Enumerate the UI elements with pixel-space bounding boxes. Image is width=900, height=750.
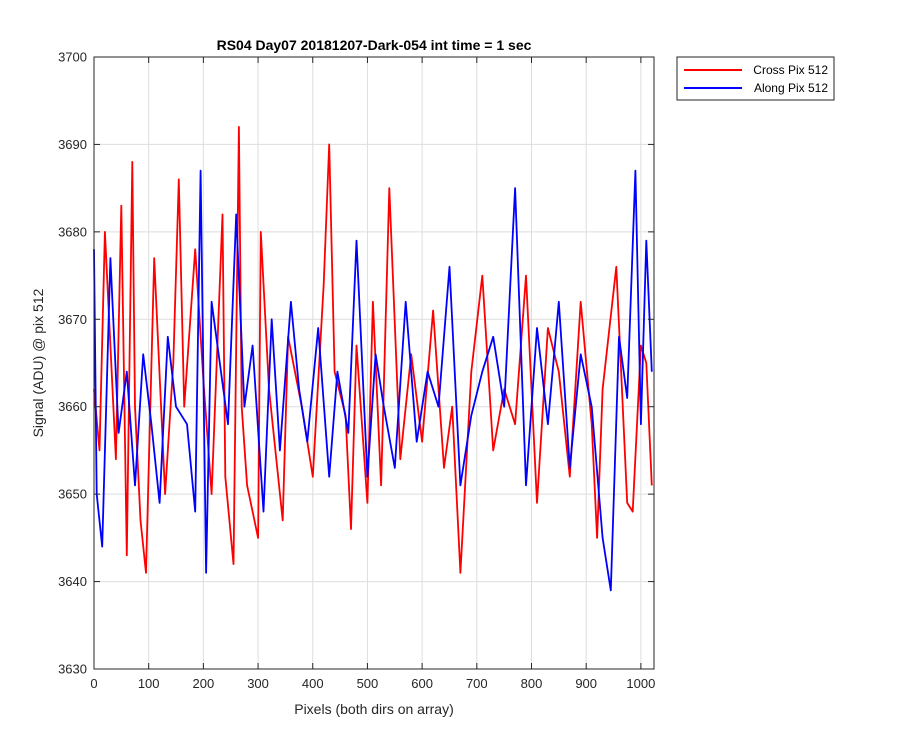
y-tick-label: 3640 [58, 574, 87, 589]
chart-title: RS04 Day07 20181207-Dark-054 int time = … [217, 37, 532, 53]
plot-area [94, 57, 654, 669]
x-tick-label: 0 [90, 676, 97, 691]
legend-box [676, 56, 835, 101]
y-tick-label: 3660 [58, 399, 87, 414]
y-axis-label: Signal (ADU) @ pix 512 [30, 288, 46, 437]
x-tick-label: 1000 [626, 676, 655, 691]
x-tick-label: 300 [247, 676, 269, 691]
x-tick-label: 900 [575, 676, 597, 691]
y-tick-label: 3630 [58, 662, 87, 677]
y-tick-label: 3650 [58, 487, 87, 502]
y-tick-label: 3690 [58, 137, 87, 152]
x-tick-label: 400 [302, 676, 324, 691]
series-line-cross-pix-512 [93, 126, 653, 574]
legend-label-cross: Cross Pix 512 [753, 63, 828, 77]
x-tick-label: 700 [466, 676, 488, 691]
ticks: 0 100 200 300 400 500 600 700 800 900 1000 3630 3640… [58, 50, 655, 692]
x-tick-label: 800 [521, 676, 543, 691]
x-tick-label: 500 [357, 676, 379, 691]
x-tick-label: 200 [193, 676, 215, 691]
series-line-along-pix-512 [93, 169, 653, 592]
y-tick-label: 3700 [58, 50, 87, 65]
x-tick-label: 600 [411, 676, 433, 691]
x-tick-label: 100 [138, 676, 160, 691]
legend-label-along: Along Pix 512 [754, 81, 828, 95]
y-tick-label: 3680 [58, 224, 87, 239]
series-layer [93, 126, 653, 592]
y-tick-label: 3670 [58, 312, 87, 327]
x-axis-label: Pixels (both dirs on array) [294, 701, 454, 717]
legend: Cross Pix 512 Along Pix 512 [676, 56, 835, 101]
axes-box [93, 56, 655, 670]
